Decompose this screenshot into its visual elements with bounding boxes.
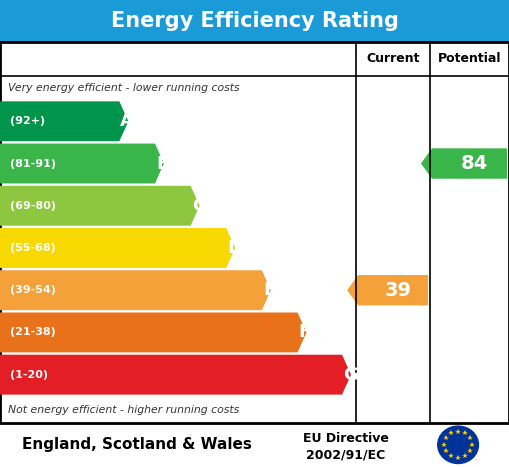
Text: (55-68): (55-68) xyxy=(10,243,56,253)
Bar xyxy=(0,423,509,467)
Text: C: C xyxy=(191,197,205,215)
Text: Very energy efficient - lower running costs: Very energy efficient - lower running co… xyxy=(8,84,239,93)
Polygon shape xyxy=(347,275,428,305)
Text: (1-20): (1-20) xyxy=(10,370,48,380)
Polygon shape xyxy=(0,312,306,353)
Text: E: E xyxy=(263,281,275,299)
Polygon shape xyxy=(0,228,235,268)
Text: (92+): (92+) xyxy=(10,116,45,126)
Circle shape xyxy=(438,426,478,463)
Text: (21-38): (21-38) xyxy=(10,327,56,338)
Text: Current: Current xyxy=(366,52,420,65)
Text: D: D xyxy=(227,239,242,257)
Text: Potential: Potential xyxy=(438,52,501,65)
Text: 39: 39 xyxy=(385,281,412,300)
Text: EU Directive: EU Directive xyxy=(303,432,389,445)
Text: 2002/91/EC: 2002/91/EC xyxy=(306,448,386,461)
Text: F: F xyxy=(298,324,311,341)
Text: (69-80): (69-80) xyxy=(10,201,56,211)
Polygon shape xyxy=(0,355,351,395)
Polygon shape xyxy=(421,149,507,179)
Text: A: A xyxy=(120,112,134,130)
Polygon shape xyxy=(0,270,271,310)
Text: Energy Efficiency Rating: Energy Efficiency Rating xyxy=(110,11,399,31)
Polygon shape xyxy=(0,186,200,226)
Text: Not energy efficient - higher running costs: Not energy efficient - higher running co… xyxy=(8,405,239,415)
Text: (39-54): (39-54) xyxy=(10,285,56,295)
Bar xyxy=(0,0,509,42)
Text: England, Scotland & Wales: England, Scotland & Wales xyxy=(22,437,252,453)
Text: (81-91): (81-91) xyxy=(10,158,56,169)
Text: G: G xyxy=(343,366,358,384)
Polygon shape xyxy=(0,101,128,141)
Text: B: B xyxy=(156,155,169,172)
Polygon shape xyxy=(0,143,164,184)
Text: 84: 84 xyxy=(461,154,488,173)
